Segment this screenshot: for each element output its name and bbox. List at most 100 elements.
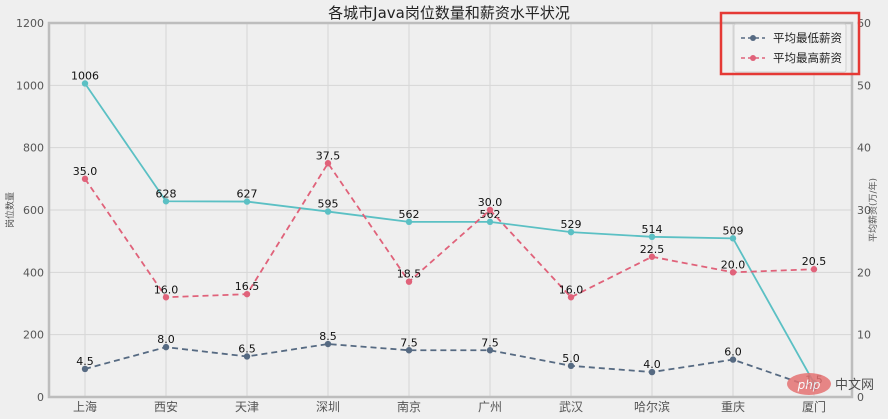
- data-label: 30.0: [478, 196, 503, 209]
- left-tick-label: 200: [23, 329, 44, 342]
- watermark-logo: php: [797, 378, 821, 392]
- left-tick-label: 1000: [16, 79, 44, 92]
- data-label: 35.0: [73, 165, 98, 178]
- chart-title: 各城市Java岗位数量和薪资水平状况: [328, 4, 570, 22]
- data-point: [324, 208, 332, 215]
- left-tick-label: 1200: [16, 17, 44, 30]
- watermark-text: 中文网: [835, 378, 874, 393]
- data-label: 5.0: [562, 352, 580, 365]
- series-1: 4.58.06.58.57.57.55.04.06.01.5: [76, 330, 823, 391]
- legend-max-label: 平均最高薪资: [773, 51, 842, 65]
- data-label: 16.0: [154, 283, 179, 296]
- data-point: [162, 294, 170, 301]
- left-axis-ticks: 0 200 400 600 800 1000 1200: [16, 17, 44, 404]
- data-point: [567, 294, 575, 301]
- data-point: [162, 198, 170, 205]
- right-axis-ticks: 0 10 20 30 40 50 60: [857, 17, 871, 404]
- right-tick-label: 30: [857, 204, 871, 217]
- data-point: [81, 80, 89, 87]
- data-point: [81, 175, 89, 183]
- data-label: 4.5: [76, 355, 94, 368]
- data-label: 562: [399, 208, 420, 221]
- watermark: php 中文网: [787, 373, 874, 395]
- data-point: [648, 233, 656, 241]
- data-label: 16.5: [235, 280, 260, 293]
- x-tick-label: 深圳: [316, 400, 340, 414]
- left-tick-label: 400: [23, 266, 44, 279]
- data-point: [405, 278, 413, 285]
- data-label: 6.0: [724, 346, 742, 359]
- data-point: [324, 160, 332, 167]
- x-tick-label: 武汉: [559, 400, 583, 414]
- data-label: 562: [480, 208, 501, 221]
- data-point: [567, 228, 575, 236]
- data-point: [243, 353, 251, 360]
- data-label: 628: [156, 187, 177, 200]
- series-layer: 1006 628 627 595 562 562 529 514 509 4.5 8.0 6.5 8.5…: [71, 69, 827, 391]
- x-axis-ticks: 上海 西安 天津 深圳 南京 广州 武汉 哈尔滨 重庆 厦门: [73, 399, 826, 414]
- data-point: [486, 218, 494, 226]
- data-label: 7.5: [400, 336, 418, 349]
- data-label: 6.5: [238, 342, 256, 355]
- data-label: 20.5: [802, 255, 827, 268]
- x-tick-label: 天津: [235, 400, 259, 414]
- data-point: [567, 362, 575, 370]
- data-point: [648, 368, 656, 376]
- data-label: 529: [561, 218, 582, 231]
- left-tick-label: 0: [37, 391, 44, 404]
- right-tick-label: 60: [857, 17, 871, 30]
- legend-min-label: 平均最低薪资: [773, 31, 842, 45]
- data-point: [729, 235, 737, 242]
- data-label: 8.5: [319, 330, 337, 343]
- legend-max-marker-icon: [750, 55, 756, 61]
- right-tick-label: 0: [857, 391, 864, 404]
- data-label: 16.0: [559, 283, 584, 296]
- data-point: [405, 347, 413, 354]
- data-label: 20.0: [721, 258, 746, 271]
- plot-frame: [47, 21, 854, 399]
- data-point: [810, 266, 818, 273]
- data-label: 37.5: [316, 149, 341, 162]
- legend: 平均最低薪资 平均最高薪资: [733, 23, 847, 73]
- data-point: [486, 206, 494, 214]
- data-point: [162, 343, 170, 351]
- data-label: 595: [318, 198, 339, 211]
- right-tick-label: 10: [857, 329, 871, 342]
- data-label: 627: [237, 188, 258, 201]
- data-point: [243, 290, 251, 298]
- x-tick-label: 哈尔滨: [634, 399, 670, 414]
- data-label: 22.5: [640, 243, 665, 256]
- data-point: [729, 269, 737, 276]
- left-tick-label: 600: [23, 204, 44, 217]
- data-label: 4.0: [643, 358, 661, 371]
- left-tick-label: 800: [23, 142, 44, 155]
- legend-min-marker-icon: [750, 35, 756, 41]
- highlight-box: [719, 11, 861, 76]
- php-logo-icon: [787, 373, 831, 395]
- x-tick-label: 厦门: [802, 399, 826, 414]
- x-tick-label: 上海: [73, 399, 97, 414]
- data-point: [243, 198, 251, 205]
- x-tick-label: 重庆: [721, 400, 745, 414]
- x-tick-label: 南京: [397, 399, 421, 414]
- series-2: 35.0 16.0 16.5 37.5 18.5 30.0 16.0 22.5 20.0 20.5: [73, 149, 827, 301]
- right-axis-label: 平均薪资(万/年): [867, 178, 879, 242]
- x-tick-label: 广州: [478, 400, 502, 414]
- data-point: [324, 340, 332, 348]
- data-point: [405, 218, 413, 226]
- right-tick-label: 40: [857, 142, 871, 155]
- data-label: 1006: [71, 69, 99, 82]
- right-tick-label: 50: [857, 79, 871, 92]
- data-point: [486, 347, 494, 354]
- data-label: 7.5: [481, 336, 499, 349]
- data-label: 8.0: [157, 333, 175, 346]
- data-point: [648, 253, 656, 260]
- data-label: 509: [723, 224, 744, 237]
- x-tick-label: 西安: [154, 399, 178, 414]
- data-label: 18.5: [397, 268, 422, 281]
- data-point: [81, 365, 89, 373]
- data-point: [729, 356, 737, 363]
- series-0: 1006 628 627 595 562 562 529 514 509: [71, 69, 818, 387]
- left-axis-label: 岗位数量: [4, 192, 16, 228]
